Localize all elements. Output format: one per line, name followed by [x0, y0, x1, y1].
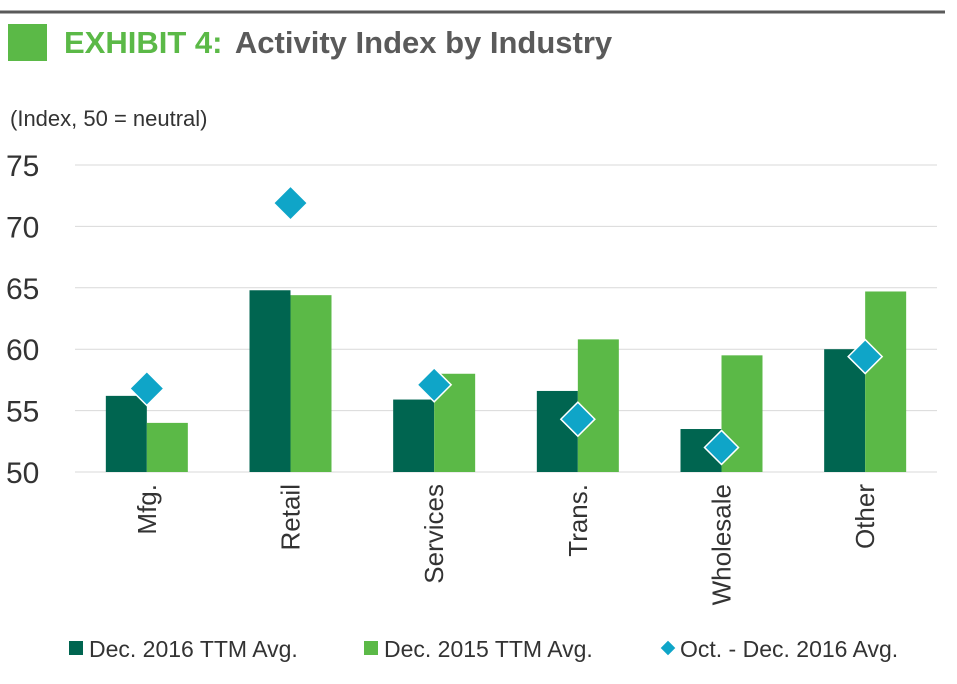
title-text: Activity Index by Industry	[235, 25, 613, 60]
legend-label: Dec. 2015 TTM Avg.	[384, 636, 593, 662]
exhibit-label: EXHIBIT 4:	[64, 25, 222, 60]
bar-dec-2016-services	[393, 399, 435, 472]
bar-dec-2016-mfg	[105, 395, 147, 472]
bar-dec-2016-trans	[536, 390, 578, 472]
marker-oct-dec-2016-trans	[559, 401, 596, 438]
y-tick-label: 55	[6, 396, 39, 429]
bar-dec-2015-retail	[290, 295, 332, 472]
x-tick-label: Retail	[276, 484, 306, 550]
exhibit-marker	[8, 24, 47, 61]
x-axis-ticks: Mfg. Retail Services Trans. Wholesale Other	[132, 484, 880, 606]
bar-dec-2016-other	[824, 349, 866, 472]
legend-label: Dec. 2016 TTM Avg.	[89, 636, 298, 662]
gridlines	[75, 164, 937, 473]
x-tick-label: Trans.	[563, 484, 593, 557]
marker-oct-dec-2016-other	[847, 338, 884, 375]
markers	[128, 185, 884, 466]
legend-label: Oct. - Dec. 2016 Avg.	[680, 636, 898, 662]
marker-oct-dec-2016-wholesale	[703, 429, 740, 466]
legend: Dec. 2016 TTM Avg. Dec. 2015 TTM Avg. Oct.…	[69, 636, 898, 662]
x-tick-label: Other	[850, 484, 880, 549]
y-tick-label: 65	[6, 273, 39, 306]
x-tick-label: Wholesale	[707, 484, 737, 605]
marker-oct-dec-2016-services	[416, 366, 453, 403]
y-tick-label: 75	[6, 150, 39, 183]
marker-oct-dec-2016-retail	[272, 185, 309, 222]
bar-dec-2015-trans	[577, 339, 619, 472]
bar-dec-2015-mfg	[146, 422, 188, 472]
marker-oct-dec-2016-mfg	[128, 370, 165, 407]
bars	[105, 290, 907, 472]
y-tick-label: 60	[6, 334, 39, 367]
y-axis-label: (Index, 50 = neutral)	[10, 106, 208, 131]
y-axis-ticks: 50 55 60 65 70 75	[6, 150, 39, 490]
chart-title: EXHIBIT 4: Activity Index by Industry	[64, 25, 613, 60]
bar-dec-2015-other	[865, 291, 907, 472]
legend-swatch	[659, 639, 677, 657]
x-tick-label: Mfg.	[132, 484, 162, 535]
legend-swatch	[69, 641, 83, 655]
legend-swatch	[364, 641, 378, 655]
y-tick-label: 50	[6, 457, 39, 490]
x-tick-label: Services	[419, 484, 449, 584]
bar-dec-2016-retail	[249, 290, 291, 472]
y-tick-label: 70	[6, 211, 39, 244]
